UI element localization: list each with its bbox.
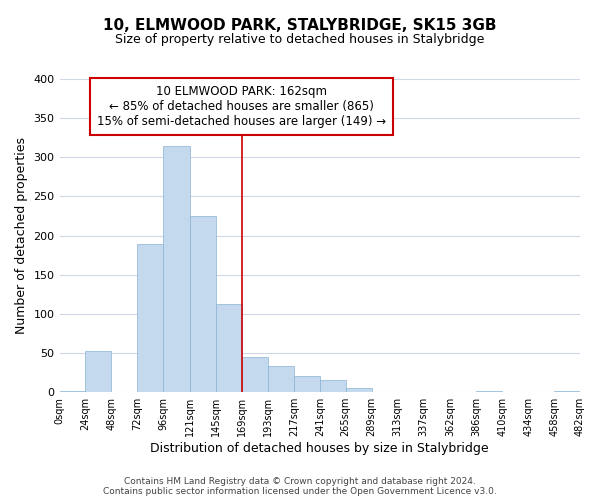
Bar (163, 146, 190, 392)
Text: 10, ELMWOOD PARK, STALYBRIDGE, SK15 3GB: 10, ELMWOOD PARK, STALYBRIDGE, SK15 3GB (103, 18, 497, 32)
X-axis label: Distribution of detached houses by size in Stalybridge: Distribution of detached houses by size … (151, 442, 489, 455)
Bar (268, 366, 294, 392)
Bar (59, 390, 85, 392)
Bar (294, 376, 320, 392)
Bar (320, 380, 346, 392)
Bar (346, 388, 371, 392)
Text: Contains HM Land Registry data © Crown copyright and database right 2024.: Contains HM Land Registry data © Crown c… (124, 477, 476, 486)
Bar (137, 244, 163, 392)
Bar (242, 357, 268, 392)
Text: Size of property relative to detached houses in Stalybridge: Size of property relative to detached ho… (115, 32, 485, 46)
Y-axis label: Number of detached properties: Number of detached properties (15, 137, 28, 334)
Bar (190, 216, 216, 392)
Text: Contains public sector information licensed under the Open Government Licence v3: Contains public sector information licen… (103, 487, 497, 496)
Bar (216, 304, 242, 392)
Bar (85, 350, 112, 392)
Text: 10 ELMWOOD PARK: 162sqm
← 85% of detached houses are smaller (865)
15% of semi-d: 10 ELMWOOD PARK: 162sqm ← 85% of detache… (97, 86, 386, 128)
Bar (554, 390, 580, 392)
Bar (476, 390, 502, 392)
